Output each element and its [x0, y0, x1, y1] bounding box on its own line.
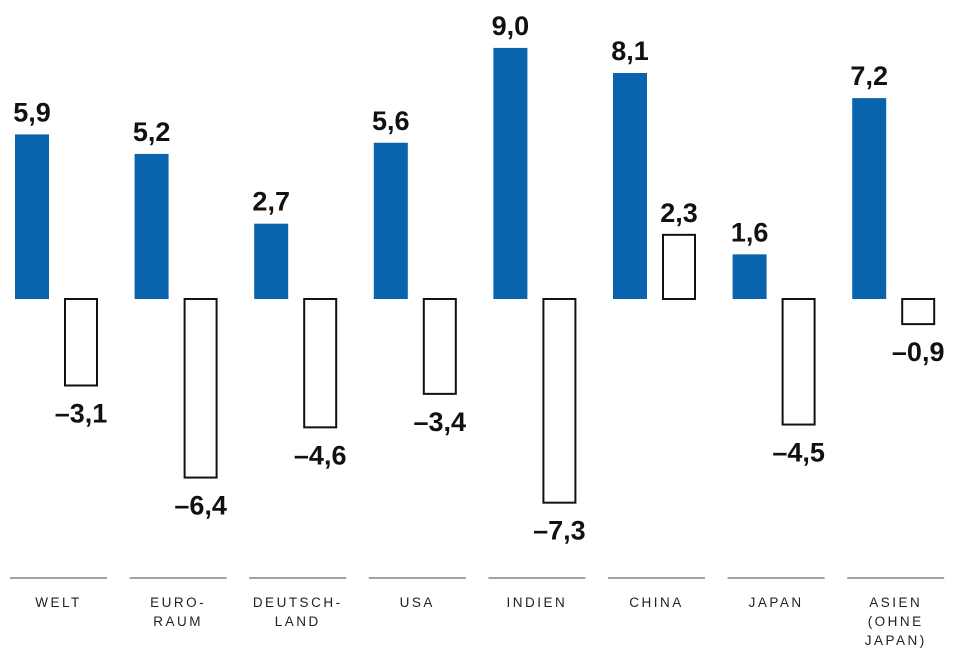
bar-filled-2	[134, 153, 169, 299]
category-label-8-line-3: JAPAN)	[865, 633, 927, 648]
value-label-a-8: 7,2	[850, 61, 888, 91]
bar-outline-2	[183, 298, 218, 479]
bar-filled-3	[254, 223, 289, 299]
category-label-4-line-1: USA	[400, 595, 435, 610]
bar-filled-7	[732, 254, 767, 299]
value-label-a-7: 1,6	[731, 217, 769, 247]
bar-filled-5	[493, 47, 528, 300]
value-label-a-1: 5,9	[13, 97, 51, 127]
category-label-6-line-1: CHINA	[629, 595, 684, 610]
category-label-8-line-2: (OHNE	[868, 614, 924, 629]
bar-outline-8	[901, 298, 936, 326]
category-label-8-line-1: ASIEN	[869, 595, 922, 610]
bar-filled-8	[852, 98, 887, 300]
bar-filled-6	[613, 73, 647, 299]
bar-outline-1	[64, 298, 98, 387]
bar-filled-1	[15, 134, 49, 299]
value-label-a-2: 5,2	[133, 117, 171, 147]
value-label-a-4: 5,6	[372, 106, 410, 136]
category-label-2-line-1: EURO-	[150, 595, 206, 610]
value-label-a-6: 8,1	[611, 36, 649, 66]
value-label-b-8: –0,9	[892, 337, 945, 367]
value-label-b-2: –6,4	[174, 491, 227, 521]
value-label-b-4: –3,4	[414, 407, 467, 437]
value-label-a-3: 2,7	[252, 187, 290, 217]
category-label-1-line-1: WELT	[35, 595, 82, 610]
bar-outline-3	[303, 298, 338, 429]
value-label-b-6: 2,3	[660, 198, 698, 228]
category-label-5-line-1: INDIEN	[507, 595, 568, 610]
bar-outline-4	[422, 298, 457, 395]
bar-outline-5	[542, 298, 577, 504]
value-label-b-1: –3,1	[55, 398, 108, 428]
category-label-2-line-2: RAUM	[153, 614, 203, 629]
value-label-b-5: –7,3	[533, 516, 586, 546]
category-label-3-line-2: LAND	[275, 614, 321, 629]
value-label-b-7: –4,5	[772, 438, 825, 468]
category-label-7-line-1: JAPAN	[749, 595, 804, 610]
category-label-3-line-1: DEUTSCH-	[253, 595, 343, 610]
bar-outline-7	[781, 298, 816, 426]
value-label-b-3: –4,6	[294, 440, 347, 470]
bar-filled-4	[373, 142, 408, 299]
value-label-a-5: 9,0	[492, 11, 530, 41]
bar-outline-6	[662, 233, 696, 300]
